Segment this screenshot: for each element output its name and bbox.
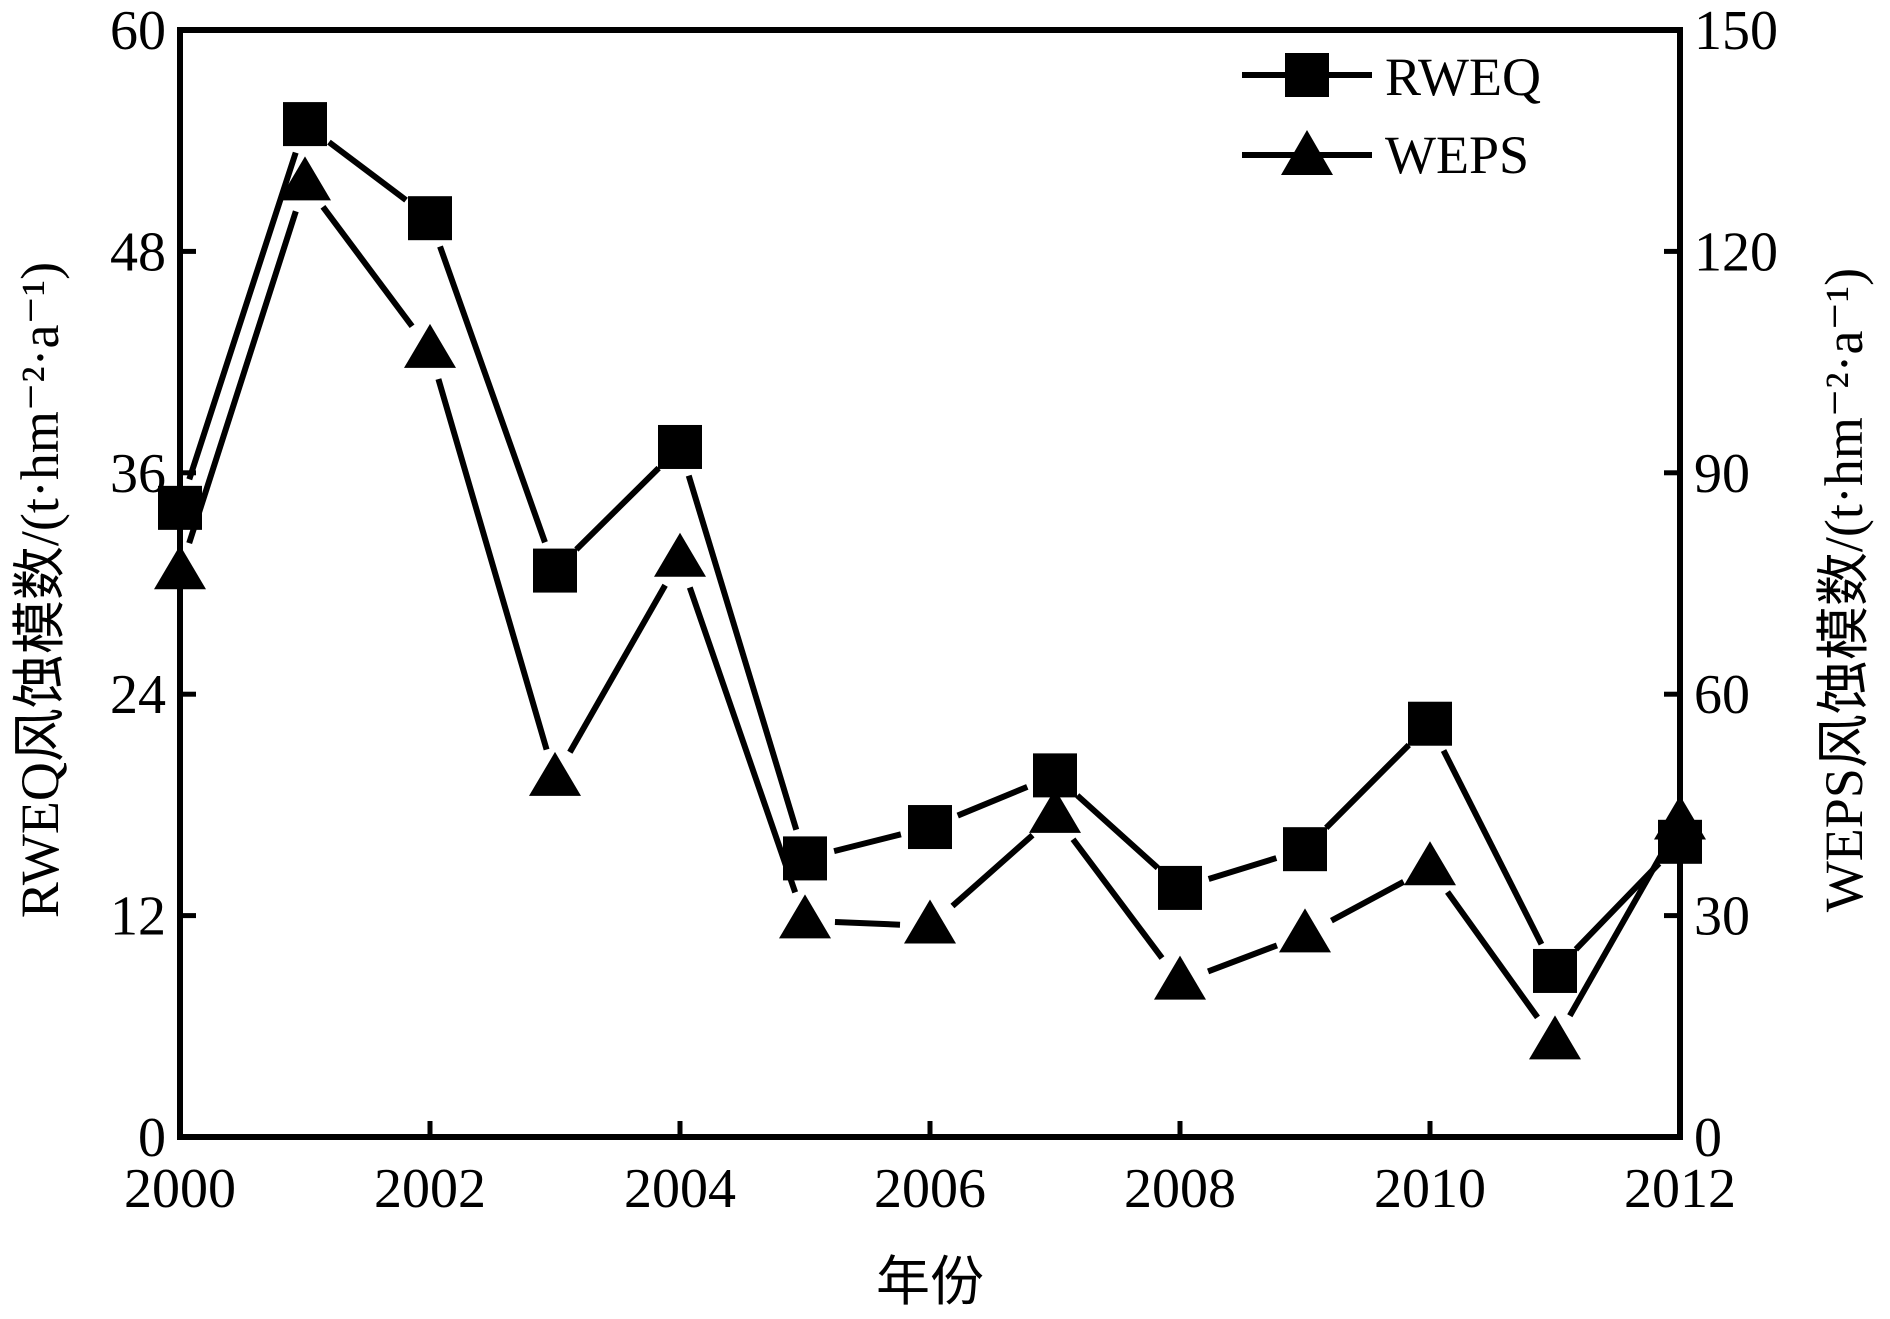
x-axis-title: 年份 [876, 1252, 984, 1312]
x-tick-label: 2012 [1624, 1158, 1736, 1220]
rweq-line-segment [186, 151, 299, 481]
legend-item-weps: WEPS [1242, 125, 1529, 185]
rweq-line-segment [1440, 749, 1545, 946]
weps-line-segment [1070, 837, 1165, 960]
rweq-point [1408, 701, 1452, 746]
x-tick-label: 2000 [124, 1158, 236, 1220]
weps-point [1279, 908, 1331, 953]
x-tick-label: 2006 [874, 1158, 986, 1220]
rweq-point [908, 805, 952, 850]
weps-line-segment [435, 378, 550, 751]
weps-point [529, 751, 581, 796]
rweq-line-segment [327, 139, 408, 203]
rweq-point [1533, 948, 1577, 993]
weps-point [1154, 955, 1206, 1000]
legend-marker-triangle [1281, 130, 1333, 175]
weps-point [1404, 841, 1456, 886]
series-layer [154, 102, 1706, 1060]
weps-line-segment [567, 583, 668, 754]
y-tick-label-left: 48 [110, 221, 166, 283]
legend-label-rweq: RWEQ [1385, 47, 1541, 107]
weps-point [404, 323, 456, 368]
y-tick-label-right: 150 [1694, 0, 1778, 62]
weps-line-segment [1567, 846, 1668, 1018]
y-tick-label-left: 24 [110, 664, 166, 726]
rweq-line-segment [833, 831, 902, 855]
weps-point [779, 894, 831, 939]
series-weps [154, 156, 1706, 1060]
weps-line-segment [686, 586, 799, 894]
weps-point [904, 899, 956, 944]
rweq-line-segment [1075, 793, 1160, 871]
y-tick-label-right: 90 [1694, 443, 1750, 505]
y-tick-label-left: 12 [110, 886, 166, 948]
plot-frame [177, 27, 1683, 1140]
legend-item-rweq: RWEQ [1242, 47, 1541, 107]
rweq-point [1158, 865, 1202, 910]
weps-line-segment [950, 832, 1035, 909]
rweq-line-segment [574, 465, 661, 552]
y-axis-title-right: WEPS风蚀模数/(t·hm⁻²·a⁻¹) [1814, 268, 1874, 912]
weps-point [1029, 788, 1081, 833]
weps-point [1529, 1015, 1581, 1060]
x-tick-label: 2004 [624, 1158, 736, 1220]
series-rweq [158, 102, 1702, 993]
legend-label-weps: WEPS [1385, 125, 1529, 185]
weps-point [279, 156, 331, 201]
rweq-point [283, 102, 327, 147]
x-tick-label: 2008 [1124, 1158, 1236, 1220]
weps-line-segment [186, 210, 299, 545]
y-tick-label-left: 0 [138, 1107, 166, 1169]
weps-line-segment [320, 205, 415, 329]
weps-point [654, 532, 706, 577]
rweq-point [533, 548, 577, 593]
legend: RWEQ WEPS [1242, 47, 1541, 185]
y-tick-label-right: 0 [1694, 1107, 1722, 1169]
rweq-point [408, 196, 452, 241]
rweq-point [658, 424, 702, 469]
y-tick-label-right: 120 [1694, 221, 1778, 283]
weps-line-segment [1330, 879, 1405, 924]
rweq-line-segment [685, 474, 800, 831]
rweq-point [1283, 827, 1327, 872]
legend-marker-square [1285, 53, 1329, 97]
y-tick-label-right: 60 [1694, 664, 1750, 726]
x-tick-label: 2010 [1374, 1158, 1486, 1220]
weps-line-segment [834, 919, 901, 928]
rweq-line-segment [437, 245, 548, 544]
rweq-line-segment [956, 784, 1029, 819]
y-tick-label-left: 60 [110, 0, 166, 62]
y-tick-label-right: 30 [1694, 886, 1750, 948]
weps-line-segment [1207, 942, 1278, 975]
weps-line-segment [1445, 890, 1540, 1020]
y-tick-label-left: 36 [110, 443, 166, 505]
rweq-line-segment [1207, 855, 1278, 882]
tick-labels-layer: 2000 2002 2004 2006 2008 2010 2012012243648600… [110, 0, 1778, 1220]
x-tick-label: 2002 [374, 1158, 486, 1220]
rweq-line-segment [1324, 742, 1411, 831]
y-axis-title-left: RWEQ风蚀模数/(t·hm⁻²·a⁻¹) [10, 262, 70, 918]
